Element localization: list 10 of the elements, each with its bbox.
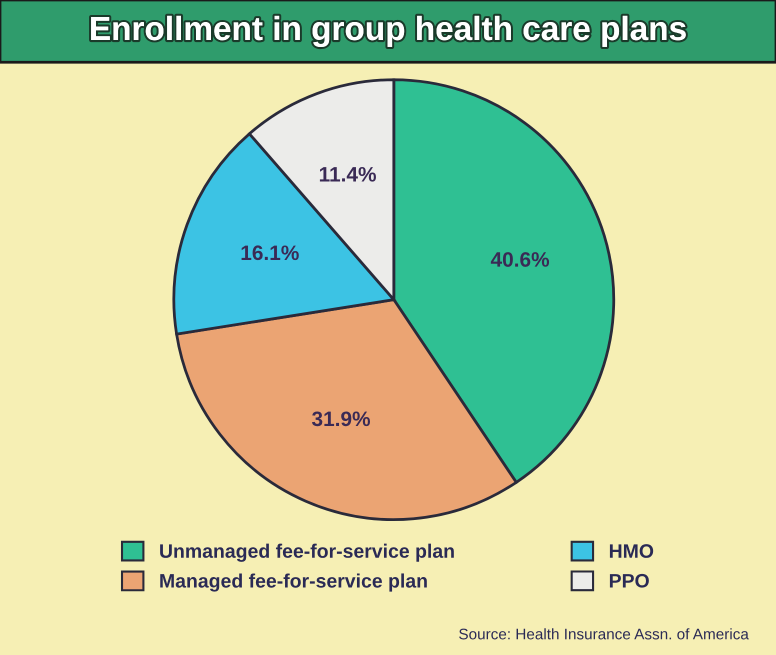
legend-label: HMO xyxy=(610,544,654,558)
data-label: 31.9% xyxy=(312,411,370,426)
data-label: 11.4% xyxy=(320,166,376,182)
data-label: 16.1% xyxy=(242,245,299,260)
data-label: 40.6% xyxy=(490,252,550,267)
legend-label: PPO xyxy=(610,574,649,588)
legend-label: Unmanaged fee-for-service plan xyxy=(160,544,454,562)
source-note: Source: Health Insurance Assn. of America xyxy=(459,628,749,640)
chart-title: Enrollment in group health care plans xyxy=(91,16,686,48)
legend-label: Managed fee-for-service plan xyxy=(160,573,427,592)
